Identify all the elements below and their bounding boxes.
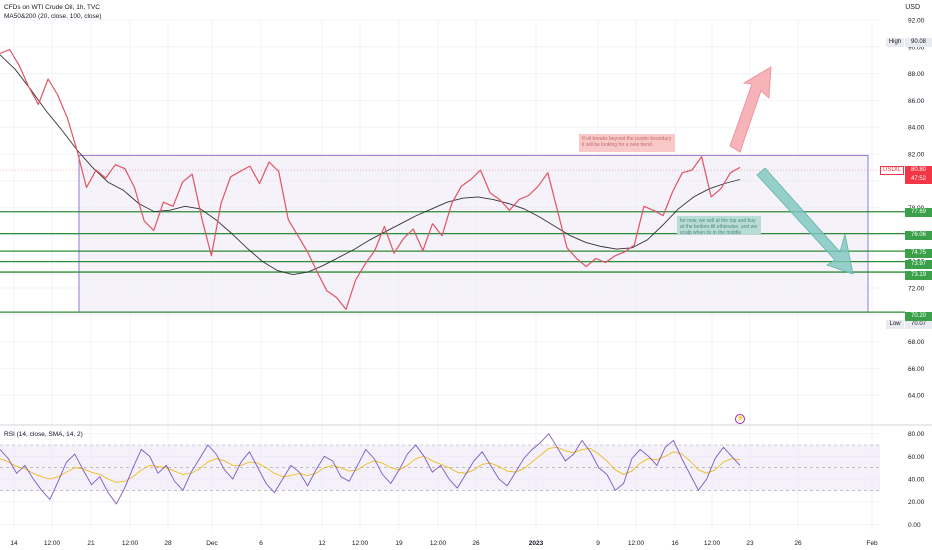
time-tick-label: 12 xyxy=(318,540,326,547)
rsi-ma-line xyxy=(0,446,741,483)
up-arrow xyxy=(729,66,772,153)
time-tick-label: 12:00 xyxy=(352,540,369,547)
time-tick-label: 26 xyxy=(472,540,480,547)
ma-line xyxy=(0,54,741,276)
time-tick-label: 12:00 xyxy=(628,540,645,547)
note-range-trading: for now, we sell at the top and buy at t… xyxy=(677,216,761,236)
rsi-tick-label: 40.00 xyxy=(908,477,925,484)
price-tick-label: 84.00 xyxy=(908,125,925,132)
rsi-axis-ticks: 0.00 20.00 40.00 60.00 80.00 xyxy=(908,431,925,529)
level-tag: 74.75 xyxy=(905,249,932,258)
high-label: High xyxy=(886,38,904,47)
indicator-label: MA50&200 (20, close, 100, close) xyxy=(4,13,102,20)
rsi-line xyxy=(0,432,741,505)
time-tick-label: 21 xyxy=(87,540,95,547)
rsi-band-lines xyxy=(0,444,880,491)
time-tick-label: 12:00 xyxy=(122,540,139,547)
countdown-tag: 47:52 xyxy=(905,175,932,184)
low-value: 70.07 xyxy=(905,320,932,329)
note-breakout: If oil breaks beyond the purple boundary… xyxy=(579,134,675,152)
time-tick-label: 26 xyxy=(794,540,802,547)
level-tag: 73.97 xyxy=(905,260,932,269)
currency-label: USD xyxy=(905,4,920,11)
lightning-icon[interactable]: ⚡ xyxy=(735,414,745,424)
time-tick-label: 2023 xyxy=(529,540,544,547)
time-tick-label: 6 xyxy=(259,540,263,547)
level-tag: 70.20 xyxy=(905,312,932,321)
down-arrow xyxy=(756,167,854,275)
current-price-tag: 80.80 xyxy=(905,166,932,175)
time-tick-label: 16 xyxy=(671,540,679,547)
time-tick-label: Feb xyxy=(866,540,878,547)
chart-title: CFDs on WTI Crude Oil, 1h, TVC xyxy=(4,4,100,11)
high-value: 90.08 xyxy=(905,38,932,47)
rsi-tick-label: 60.00 xyxy=(908,454,925,461)
price-tick-label: 88.00 xyxy=(908,71,925,78)
time-tick-label: 9 xyxy=(596,540,600,547)
price-tick-label: 90.00 xyxy=(908,44,925,51)
rsi-tick-label: 80.00 xyxy=(908,431,925,438)
low-label: Low xyxy=(886,320,904,329)
level-tag: 76.06 xyxy=(905,231,932,240)
time-tick-label: Dec xyxy=(206,540,218,547)
price-series xyxy=(0,48,741,310)
price-tick-label: 64.00 xyxy=(908,393,925,400)
time-tick-label: 14 xyxy=(10,540,18,547)
price-tick-label: 66.00 xyxy=(908,366,925,373)
level-tag: 73.19 xyxy=(905,271,932,280)
time-tick-label: 28 xyxy=(164,540,172,547)
time-tick-label: 12:00 xyxy=(430,540,447,547)
price-tick-label: 82.00 xyxy=(908,152,925,159)
rsi-label: RSI (14, close, SMA, 14, 2) xyxy=(4,431,83,438)
time-tick-label: 23 xyxy=(746,540,754,547)
rsi-tick-label: 20.00 xyxy=(908,499,925,506)
price-tick-label: 92.00 xyxy=(908,18,925,25)
time-axis-ticks: 14 12:00 21 12:00 28 Dec 6 12 12:00 19 12:00 26 2023… xyxy=(10,540,878,547)
time-tick-label: 12:00 xyxy=(44,540,61,547)
time-tick-label: 12:00 xyxy=(704,540,721,547)
rsi-tick-label: 0.00 xyxy=(908,522,921,529)
price-tick-label: 72.00 xyxy=(908,286,925,293)
symbol-tag: USOIL xyxy=(880,166,904,175)
level-tag: 77.69 xyxy=(905,208,932,217)
price-tick-label: 86.00 xyxy=(908,98,925,105)
price-tick-label: 68.00 xyxy=(908,339,925,346)
time-tick-label: 19 xyxy=(395,540,403,547)
